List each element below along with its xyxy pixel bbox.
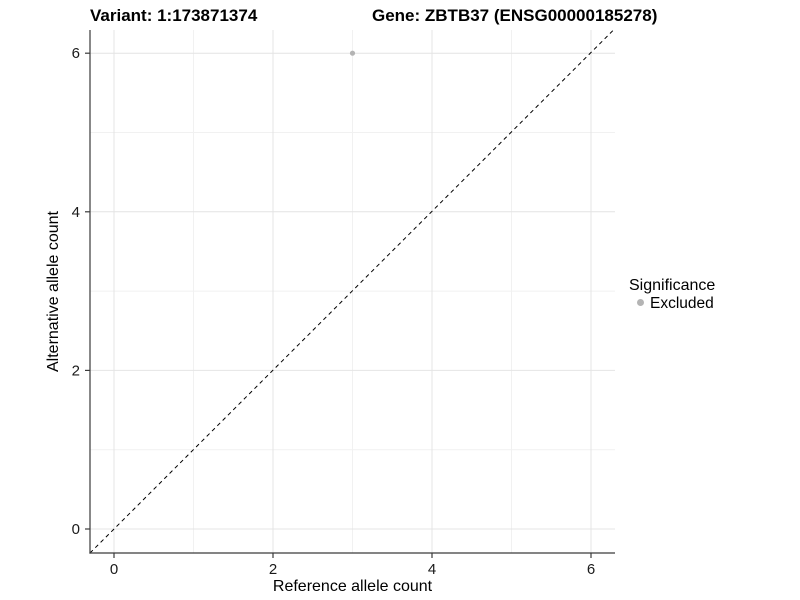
legend-marker-excluded-icon [637,299,644,306]
y-tick-labels: 0 2 4 6 [72,45,80,538]
x-tick-label-0: 0 [110,561,118,578]
x-tick-labels: 0 2 4 6 [110,561,595,578]
y-tick-label-4: 4 [72,204,80,221]
x-tick-label-6: 6 [587,561,595,578]
x-tick-label-4: 4 [428,561,436,578]
x-tick-label-2: 2 [269,561,277,578]
x-axis-title: Reference allele count [273,578,433,595]
legend-title: Significance [629,277,715,294]
data-point-excluded [349,50,356,56]
variant-title: Variant: 1:173871374 [90,6,258,25]
y-tick-label-0: 0 [72,521,80,538]
legend-label-excluded: Excluded [650,295,714,312]
y-axis-title: Alternative allele count [45,210,62,372]
legend: Significance Excluded [629,277,715,312]
tick-marks [85,52,592,558]
axis-lines [89,30,615,554]
y-tick-label-2: 2 [72,362,80,379]
grid-minor-lines [90,30,615,553]
y-tick-label-6: 6 [72,45,80,62]
gene-title: Gene: ZBTB37 (ENSG00000185278) [372,6,657,25]
identity-dashed-line [89,28,616,554]
